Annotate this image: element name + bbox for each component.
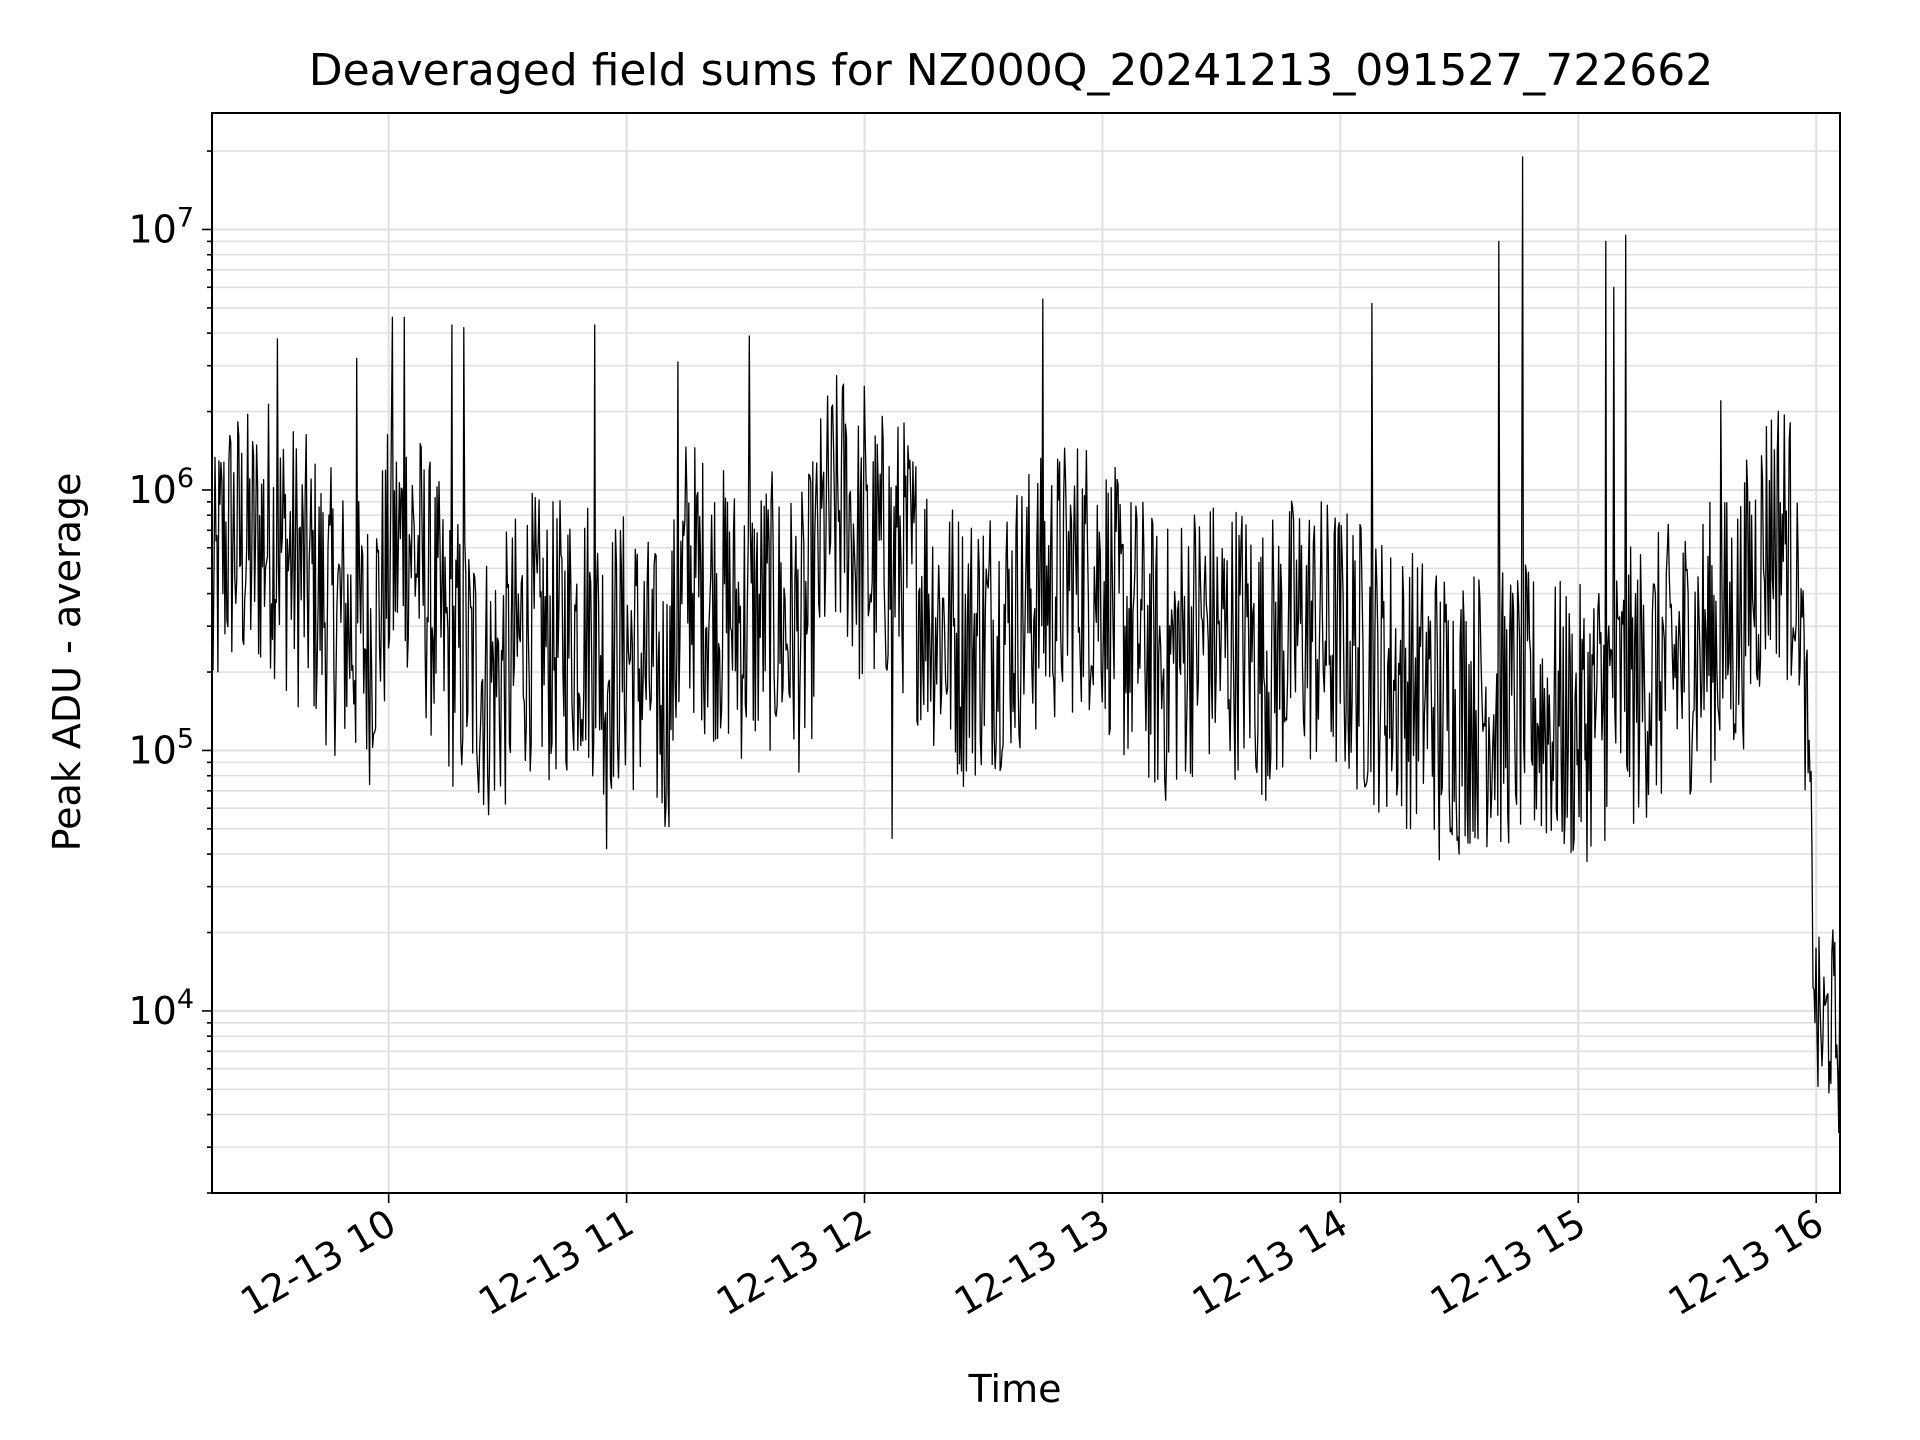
chart-title: Deaveraged field sums for NZ000Q_2024121… xyxy=(309,45,1714,96)
y-axis-label: Peak ADU - average xyxy=(45,473,89,852)
plot-frame xyxy=(211,112,1841,1194)
y-axis: 104 105 106 107 xyxy=(128,150,212,1194)
y-tick-label: 104 xyxy=(128,984,194,1033)
series-line xyxy=(211,156,1841,1134)
data-series xyxy=(211,156,1841,1134)
x-axis-label: Time xyxy=(968,1367,1062,1411)
y-tick-label: 107 xyxy=(128,202,194,251)
y-tick-label: 106 xyxy=(128,463,194,512)
y-tick-label: 105 xyxy=(128,723,194,772)
